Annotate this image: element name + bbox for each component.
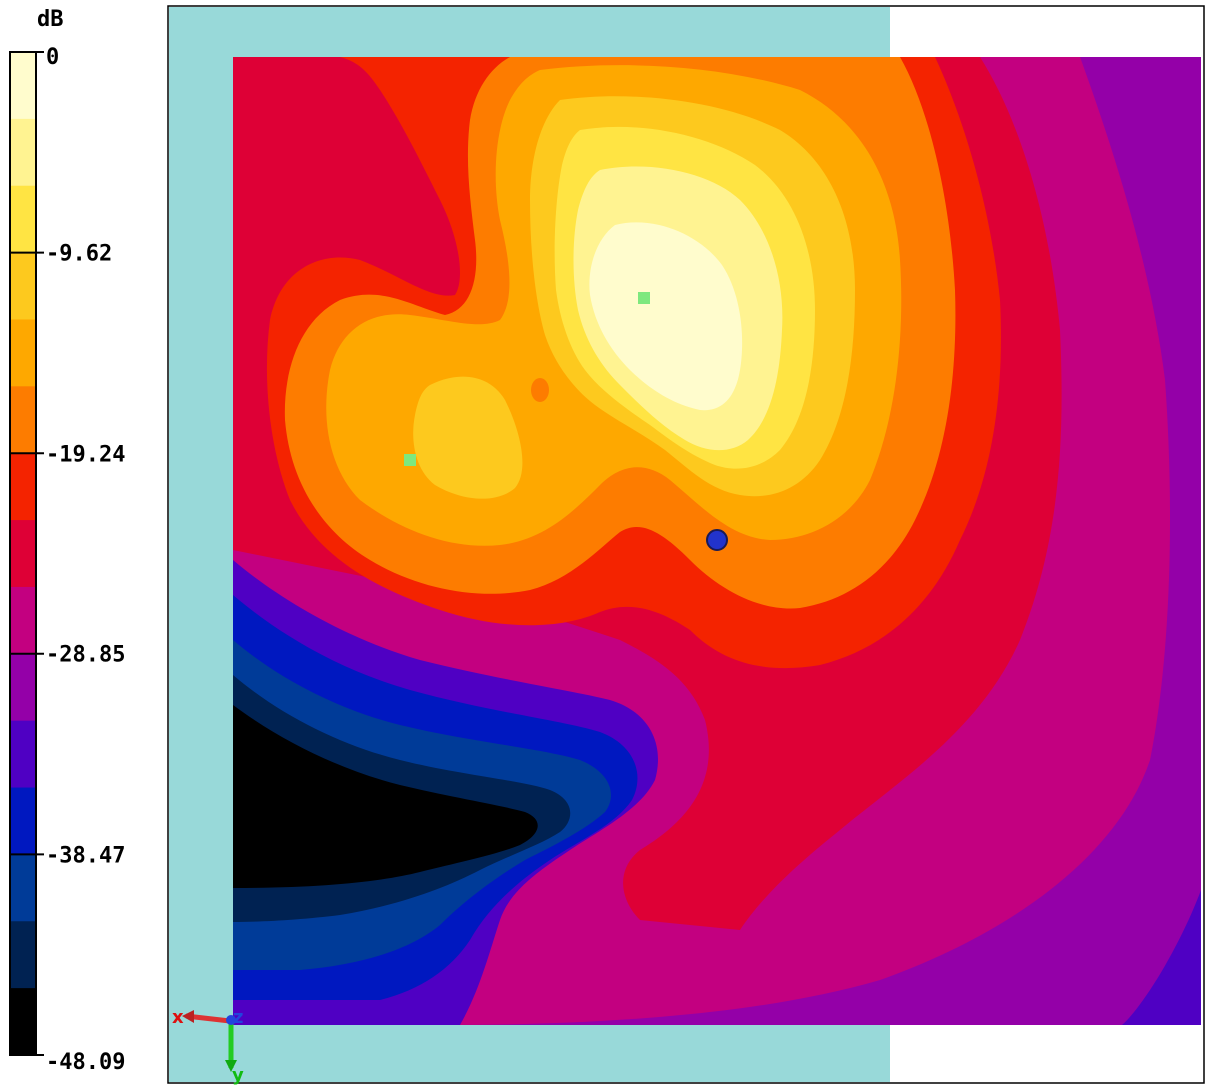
plot-area: x y z xyxy=(167,5,1205,1086)
y-axis-arrowhead xyxy=(225,1060,237,1072)
colorbar-band xyxy=(10,118,36,187)
colorbar-band xyxy=(10,319,36,387)
x-axis-arrowhead xyxy=(182,1010,194,1023)
field-edge-corner xyxy=(1122,890,1201,1025)
colorbar-band xyxy=(10,185,36,254)
colorbar-band xyxy=(10,586,36,655)
colorbar-tick-label: -19.24 xyxy=(46,442,125,467)
probe-sphere-marker xyxy=(706,529,728,551)
colorbar-tick-label: -9.62 xyxy=(46,242,112,267)
field-level-10 xyxy=(589,222,743,411)
colorbar-tick-label: -48.09 xyxy=(46,1050,125,1075)
colorbar-tick-label: -28.85 xyxy=(46,643,125,668)
colorbar-band xyxy=(10,787,36,855)
sample-point-marker xyxy=(638,292,650,304)
colorbar-tick-label: -38.47 xyxy=(46,843,125,868)
field-hot-spot xyxy=(531,378,549,402)
colorbar-band xyxy=(10,988,36,1056)
colorbar-band xyxy=(10,720,36,789)
colorbar-unit-label: dB xyxy=(37,7,64,32)
colorbar-band xyxy=(10,520,36,588)
x-axis-label: x xyxy=(172,1007,184,1028)
colorbar-band xyxy=(10,386,36,454)
colorbar-band xyxy=(10,453,36,521)
colorbar-bands xyxy=(10,52,36,1056)
z-axis-label: z xyxy=(233,1007,243,1028)
y-axis-label: y xyxy=(232,1065,244,1086)
colorbar-band xyxy=(10,921,36,989)
axis-triad: x y z xyxy=(172,1007,244,1086)
z-axis-arrow xyxy=(226,1015,236,1025)
colorbar-band xyxy=(10,653,36,722)
colorbar-band xyxy=(10,854,36,922)
sample-point-marker xyxy=(404,454,416,466)
colorbar: dB 0 -9.62 -19.24 -28.85 -38.47 -48.09 xyxy=(9,7,125,1075)
field-level-low-5 xyxy=(233,705,538,888)
colorbar-tick-label: 0 xyxy=(46,45,59,70)
colorbar-band xyxy=(10,52,36,120)
colorbar-ticks: 0 -9.62 -19.24 -28.85 -38.47 -48.09 xyxy=(10,45,125,1075)
field-map xyxy=(233,57,1201,1025)
colorbar-band xyxy=(10,252,36,321)
